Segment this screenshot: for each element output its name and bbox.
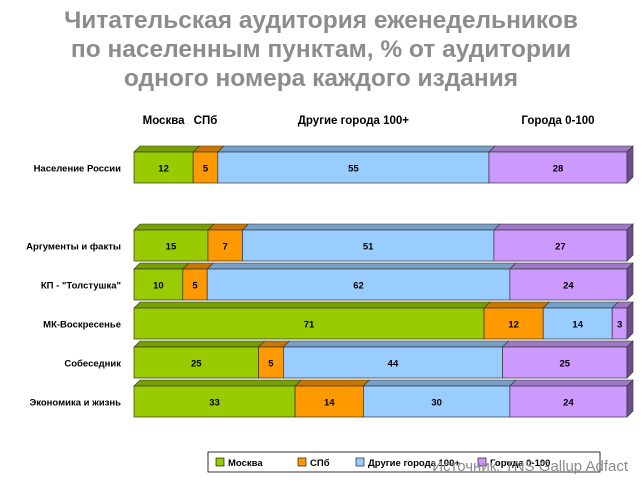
data-label-4-3: 25 (559, 359, 570, 370)
bar-2-3 (509, 268, 628, 301)
bar-3-2 (542, 307, 613, 340)
bar-top-1-1 (207, 223, 250, 231)
bar-top-0-0 (133, 145, 200, 153)
bar-3-1 (483, 307, 544, 340)
bar-top-3-0 (133, 301, 491, 309)
data-label-2-0: 10 (153, 281, 164, 292)
data-label-1-3: 27 (555, 242, 566, 253)
data-label-4-2: 44 (388, 359, 399, 370)
category-label-1: Аргументы и факты (26, 242, 121, 253)
data-label-2-2: 62 (353, 281, 364, 292)
data-label-4-0: 25 (191, 359, 202, 370)
bar-side-2 (626, 262, 634, 301)
column-header-3: Города 0-100 (521, 115, 594, 127)
column-header-1: СПб (194, 115, 218, 127)
data-label-0-1: 5 (203, 164, 209, 175)
bar-top-1-0 (133, 223, 215, 231)
column-header-2: Другие города 100+ (298, 115, 410, 127)
data-label-5-1: 14 (324, 398, 335, 409)
category-label-2: КП - "Толстушка" (41, 281, 121, 292)
bar-top-5-1 (294, 379, 371, 387)
bar-4-0 (133, 346, 259, 379)
bar-2-2 (206, 268, 511, 301)
category-label-0: Население России (34, 164, 122, 175)
bar-top-5-3 (509, 379, 634, 387)
bar-top-5-2 (362, 379, 517, 387)
data-label-3-1: 12 (508, 320, 519, 331)
bar-top-1-3 (493, 223, 634, 231)
legend-box (207, 451, 601, 473)
bar-top-3-2 (542, 301, 619, 309)
chart-title: Читательская аудитория еженедельников по… (0, 6, 642, 93)
bar-top-3-1 (483, 301, 550, 309)
bar-side-0 (626, 145, 634, 184)
legend-swatch-1 (297, 457, 307, 467)
bar-side-1 (626, 223, 634, 262)
bar-5-3 (509, 385, 628, 418)
bar-top-2-0 (133, 262, 190, 270)
data-label-5-3: 24 (563, 398, 574, 409)
bar-top-2-3 (509, 262, 634, 270)
legend-swatch-2 (355, 457, 365, 467)
bar-top-4-3 (501, 340, 634, 348)
column-header-0: Москва (143, 115, 186, 127)
data-label-3-0: 71 (304, 320, 315, 331)
data-label-2-1: 5 (192, 281, 198, 292)
bar-5-2 (363, 385, 511, 418)
bar-1-2 (242, 229, 495, 262)
bar-top-0-2 (217, 145, 496, 153)
bar-0-1 (192, 151, 219, 184)
bar-5-1 (294, 385, 364, 418)
bar-top-4-0 (133, 340, 266, 348)
bar-side-4 (626, 340, 634, 379)
bar-1-0 (133, 229, 209, 262)
bar-top-4-2 (282, 340, 510, 348)
bar-1-3 (493, 229, 628, 262)
data-label-2-3: 24 (563, 281, 574, 292)
data-label-5-2: 30 (431, 398, 442, 409)
bar-top-5-0 (133, 379, 302, 387)
data-label-0-0: 12 (158, 164, 169, 175)
bar-0-3 (488, 151, 628, 184)
bar-2-0 (133, 268, 184, 301)
bar-3-0 (133, 307, 485, 340)
data-label-4-1: 5 (268, 359, 274, 370)
data-label-3-2: 14 (572, 320, 583, 331)
data-label-1-1: 7 (223, 242, 228, 253)
legend-entry-3: Города 0-100 (490, 458, 550, 469)
data-label-0-2: 55 (348, 164, 359, 175)
bar-4-2 (283, 346, 503, 379)
bar-4-3 (502, 346, 628, 379)
bar-0-2 (217, 151, 490, 184)
bar-2-1 (182, 268, 208, 301)
legend-entry-2: Другие города 100+ (368, 458, 460, 469)
bar-5-0 (133, 385, 296, 418)
chart-title-line-3: одного номера каждого издания (123, 65, 519, 92)
category-label-5: Экономика и жизнь (29, 398, 121, 409)
data-label-3-3: 3 (617, 320, 622, 331)
data-label-1-2: 51 (363, 242, 374, 253)
source-note: Источник: TNS Gallup Adfact (432, 458, 628, 475)
bar-side-5 (626, 379, 634, 418)
legend-entry-1: СПб (310, 458, 330, 469)
category-label-4: Собеседник (64, 359, 121, 370)
data-label-1-0: 15 (166, 242, 177, 253)
chart-title-line-2: по населенным пунктам, % от аудитории (70, 36, 572, 63)
chart-title-line-1: Читательская аудитория еженедельников (64, 7, 578, 34)
legend-swatch-3 (477, 457, 487, 467)
bar-1-1 (207, 229, 243, 262)
category-label-3: МК-Воскресенье (43, 320, 121, 331)
data-label-0-3: 28 (553, 164, 564, 175)
legend-swatch-0 (215, 457, 225, 467)
bar-top-0-3 (488, 145, 634, 153)
data-label-5-0: 33 (209, 398, 220, 409)
legend-entry-0: Москва (228, 458, 263, 469)
bar-top-2-2 (206, 262, 517, 270)
bar-top-1-2 (241, 223, 501, 231)
bar-side-3 (626, 301, 634, 340)
